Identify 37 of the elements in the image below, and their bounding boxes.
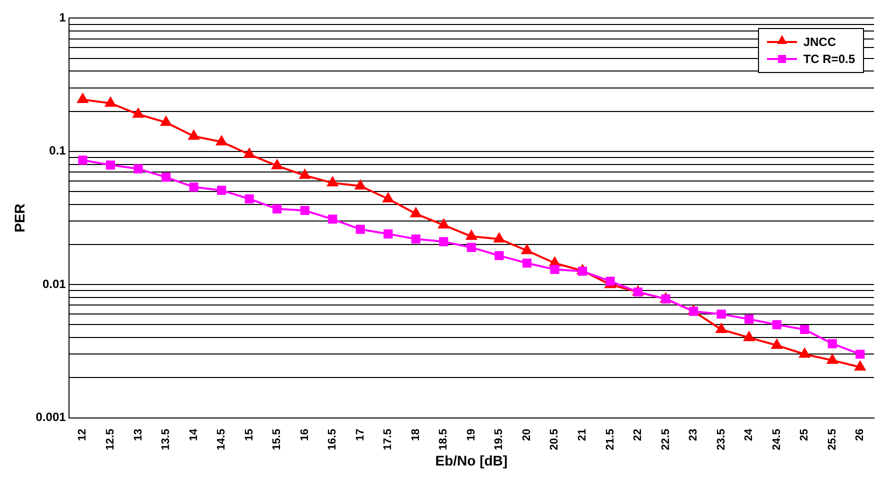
x-tick-label: 12.5 <box>104 428 117 450</box>
x-tick-label: 15.5 <box>271 428 284 450</box>
x-tick-label: 22.5 <box>660 428 672 450</box>
x-tick-label: 19.5 <box>493 428 506 450</box>
x-tick-label: 17 <box>354 428 366 442</box>
y-tick-label: 0.01 <box>42 276 66 291</box>
y-tick-label: 0.1 <box>49 144 66 158</box>
x-tick-label: 24.5 <box>770 428 783 450</box>
x-tick-label: 17.5 <box>382 428 394 450</box>
x-tick-label: 25 <box>798 428 811 442</box>
legend-label: JNCC <box>803 35 836 50</box>
x-tick-label: 13 <box>132 428 144 442</box>
x-tick-label: 23 <box>688 428 700 442</box>
x-tick-label: 12 <box>76 428 89 442</box>
x-tick-label: 21.5 <box>604 428 616 450</box>
y-tick-label: 0.001 <box>36 410 66 424</box>
x-tick-label: 20 <box>520 428 533 442</box>
y-axis-title: PER <box>11 204 28 232</box>
x-tick-label: 22 <box>632 428 644 442</box>
x-tick-label: 16 <box>298 428 311 442</box>
x-tick-label: 18 <box>410 428 422 442</box>
x-tick-label: 20.5 <box>548 428 561 450</box>
x-tick-label: 16.5 <box>326 428 339 450</box>
x-tick-label: 25.5 <box>826 428 838 450</box>
x-tick-label: 21 <box>576 428 589 442</box>
x-tick-label: 18.5 <box>438 428 450 450</box>
x-tick-label: 14.5 <box>216 428 228 450</box>
legend-label: TC R=0.5 <box>803 52 855 66</box>
x-tick-label: 13.5 <box>160 428 172 450</box>
x-tick-label: 24 <box>743 428 756 442</box>
x-tick-label: 19 <box>465 428 478 442</box>
x-axis-title: Eb/No [dB] <box>435 452 508 468</box>
x-tick-label: 26 <box>854 428 866 442</box>
y-tick-label: 1 <box>59 10 66 25</box>
x-tick-label: 23.5 <box>715 428 728 450</box>
x-tick-label: 15 <box>243 428 256 442</box>
x-tick-label: 14 <box>188 428 200 442</box>
